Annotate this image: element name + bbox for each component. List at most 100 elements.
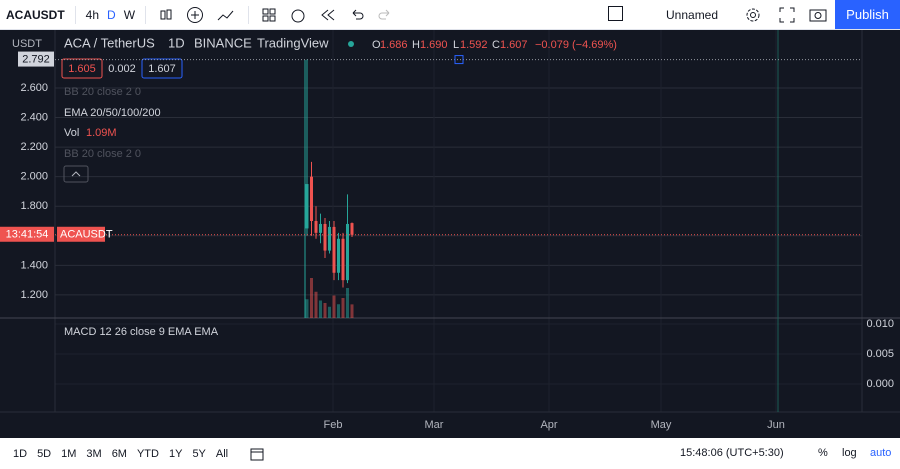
y-tick-label: 1.800	[20, 200, 48, 212]
indicator-bb: BB 20 close 2 0	[64, 148, 141, 160]
volume-bar	[328, 306, 331, 318]
y-tick-label: 0.005	[866, 348, 894, 360]
range-button[interactable]: 3M	[86, 447, 102, 460]
legend-value: 1.592	[460, 39, 488, 51]
range-button[interactable]: All	[215, 447, 229, 460]
alert-icon[interactable]	[289, 6, 307, 24]
interval[interactable]: D	[107, 7, 116, 22]
y-tick-label: 1.200	[20, 289, 48, 301]
price-tag	[0, 226, 54, 242]
chart: USDT ACA / TetherUS 1D BINANCE TradingVi…	[0, 30, 900, 438]
toolbar: ACAUSDT 4h D W Unnamed Publish	[0, 0, 900, 30]
publish-button[interactable]: Publish	[835, 0, 900, 29]
indicator-add-icon[interactable]	[186, 6, 204, 24]
y-tick-label: 2.200	[20, 141, 48, 153]
volume-bar	[305, 299, 309, 318]
percent-toggle[interactable]: %	[818, 447, 828, 459]
range-button[interactable]: 5D	[37, 447, 52, 460]
y-tick-label: 2.400	[20, 111, 48, 123]
high-label: 2.792	[22, 53, 50, 65]
spread: 0.002	[108, 63, 136, 75]
volume-bar	[319, 300, 322, 318]
layout-icon[interactable]	[261, 7, 277, 23]
candle-body	[350, 223, 354, 235]
indicator-macd: MACD 12 26 close 9 EMA EMA	[64, 326, 219, 338]
y-tick-label: 0.010	[866, 318, 894, 330]
volume-bar	[350, 304, 354, 318]
symbol-tag-label: ACAUSDT	[60, 229, 113, 241]
legend-label: H	[412, 39, 420, 51]
auto-toggle[interactable]: auto	[870, 447, 892, 459]
candle-body	[310, 176, 313, 222]
countdown: 13:41:54	[6, 229, 49, 241]
symbol[interactable]: ACAUSDT	[6, 7, 65, 22]
y-tick-label: 1.400	[20, 259, 48, 271]
legend-value: 1.690	[420, 39, 448, 51]
separator	[74, 5, 76, 24]
candle-body	[323, 223, 327, 251]
bid-box[interactable]	[61, 58, 103, 79]
layout-name[interactable]: Unnamed	[666, 8, 719, 22]
legend-label: O	[372, 39, 381, 51]
volume-bar	[332, 295, 336, 318]
y-tick-label: 2.600	[20, 82, 48, 94]
interval[interactable]: W	[123, 7, 136, 22]
legend-value: 1.607	[500, 39, 528, 51]
checkbox[interactable]	[608, 6, 623, 21]
volume-bar	[323, 303, 327, 318]
candle-body	[332, 226, 336, 273]
legend-symbol: ACA / TetherUS	[64, 35, 155, 50]
legend-value: 1.686	[380, 39, 408, 51]
x-tick-label: Apr	[540, 419, 557, 431]
status-dot	[348, 41, 354, 47]
range-button[interactable]: 1M	[61, 447, 77, 460]
candle-body	[337, 238, 340, 273]
range-button[interactable]: 5Y	[192, 447, 206, 460]
volume-bar	[346, 288, 349, 318]
high-tag	[18, 51, 54, 67]
range-button[interactable]: YTD	[136, 447, 159, 460]
y-tick-label: 2.000	[20, 171, 48, 183]
legend-label: C	[492, 39, 500, 51]
indicator-vol-value: 1.09M	[86, 127, 117, 139]
undo-icon[interactable]	[349, 7, 365, 23]
candle-body	[341, 238, 345, 281]
anchor-handle	[454, 55, 464, 65]
indicators-icon[interactable]	[216, 7, 236, 23]
range-button[interactable]: 6M	[111, 447, 127, 460]
bid: 1.605	[68, 63, 96, 75]
x-tick-label: Jun	[767, 419, 785, 431]
indicator-bb: BB 20 close 2 0	[64, 86, 141, 98]
log-toggle[interactable]: log	[842, 447, 857, 459]
range-button[interactable]: 1D	[13, 447, 28, 460]
indicator-vol: Vol	[64, 127, 79, 139]
bottom-bar: 1D 5D 1M 3M 6M YTD 1Y 5Y All 15:48:06 (UTC+5:30)…	[0, 438, 900, 469]
x-tick-label: Mar	[425, 419, 444, 431]
settings-icon[interactable]	[744, 6, 762, 24]
volume-bar	[337, 304, 340, 318]
collapse-button[interactable]	[63, 165, 89, 183]
replay-icon[interactable]	[319, 7, 337, 23]
ask-box[interactable]	[141, 58, 183, 79]
snapshot-icon[interactable]	[808, 6, 828, 24]
candles-icon[interactable]	[158, 7, 174, 23]
indicator-ema: EMA 20/50/100/200	[64, 107, 161, 119]
range-button[interactable]: 1Y	[168, 447, 183, 460]
fullscreen-icon[interactable]	[778, 6, 796, 24]
x-tick-label: Feb	[324, 419, 343, 431]
symbol-tag	[57, 226, 105, 242]
goto-date-icon[interactable]	[249, 446, 265, 462]
collapse-icon	[71, 171, 81, 177]
legend-source: TradingView	[257, 35, 329, 50]
legend-exchange: BINANCE	[194, 35, 252, 50]
interval[interactable]: 4h	[85, 7, 100, 22]
separator	[248, 5, 250, 24]
candle-body	[328, 226, 331, 251]
range-list: 1D 5D 1M 3M 6M YTD 1Y 5Y All	[8, 448, 233, 460]
legend-label: L	[453, 39, 459, 51]
redo-icon	[378, 9, 390, 19]
ask: 1.607	[148, 63, 176, 75]
separator	[145, 5, 147, 24]
clock: 15:48:06 (UTC+5:30)	[680, 447, 784, 459]
volume-bar	[314, 291, 318, 318]
